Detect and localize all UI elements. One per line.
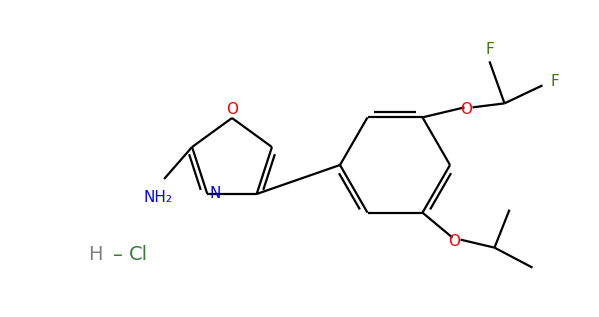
Text: NH₂: NH₂ <box>144 190 173 204</box>
Text: N: N <box>210 186 221 202</box>
Text: F: F <box>485 42 494 57</box>
Text: O: O <box>226 102 238 118</box>
Text: H: H <box>87 245 102 264</box>
Text: O: O <box>449 234 461 249</box>
Text: F: F <box>550 74 559 89</box>
Text: O: O <box>461 102 473 117</box>
Text: Cl: Cl <box>128 245 147 264</box>
Text: –: – <box>113 245 123 264</box>
